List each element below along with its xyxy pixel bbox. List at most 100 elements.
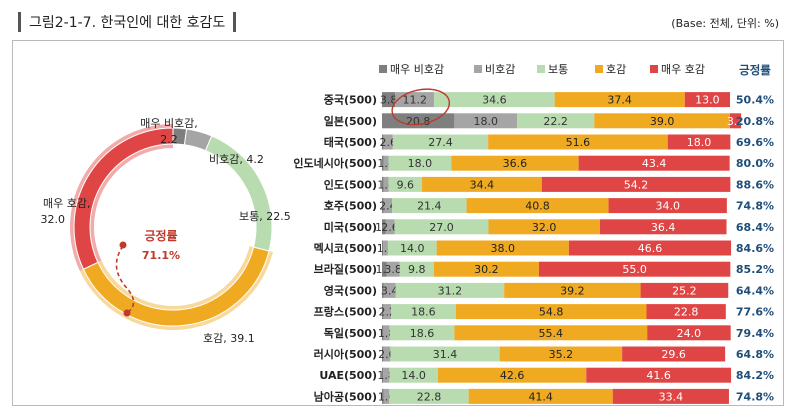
bar-segment [385, 219, 395, 235]
bar-data-label: 2.6 [381, 221, 399, 234]
bar-segment [468, 388, 613, 404]
bar-data-label: 22.8 [417, 390, 442, 403]
bar-data-label: 36.4 [651, 221, 676, 234]
bar-segment [383, 198, 393, 214]
pie-highlight-4 [69, 124, 173, 271]
bar-data-label: 41.4 [528, 390, 553, 403]
pie-slice-value: 2.2 [160, 133, 178, 146]
bar-data-label: 43.4 [642, 157, 667, 170]
bar-segment [488, 219, 600, 235]
legend-swatch [474, 65, 482, 73]
bar-data-label: 24.0 [677, 327, 702, 340]
category-label: 미국(500) [324, 220, 377, 234]
bar-segment [594, 113, 730, 129]
bar-data-label: 2.6 [380, 136, 398, 149]
positive-rate-value: 74.8% [736, 200, 774, 213]
bar-data-label: 54.2 [624, 178, 649, 191]
bar-segment [383, 367, 390, 383]
bar-segment [422, 176, 542, 192]
bar-segment [382, 261, 387, 277]
bar-segment [554, 92, 685, 108]
category-label: 러시아(500) [314, 347, 377, 361]
bar-data-label: 29.6 [661, 348, 686, 361]
bar-segment [382, 240, 384, 256]
positive-rate-header: 긍정률 [739, 63, 771, 77]
pie-center-value: 71.1% [142, 249, 180, 262]
bar-segment [382, 325, 384, 341]
bar-segment [383, 346, 391, 362]
bar-segment [382, 367, 384, 383]
legend-swatch [379, 65, 387, 73]
bar-segment [433, 261, 539, 277]
bar-data-label: 3.4 [381, 284, 399, 297]
bar-data-label: 34.0 [655, 200, 680, 213]
bar-data-label: 25.2 [672, 284, 697, 297]
bar-segment [390, 346, 500, 362]
pie-slice-label: 매우 호감, [43, 197, 90, 210]
bar-data-label: 3.8 [380, 94, 398, 107]
bar-data-label: 13.0 [695, 94, 720, 107]
legend-label: 매우 비호감 [390, 63, 444, 76]
pie-slice-label: 호감, 39.1 [203, 332, 255, 345]
category-label: 프랑스(500) [314, 306, 377, 319]
chart-svg: 매우 비호감, 2.2 비호감, 4.2 보통, 22.5 호감, 39.1 매우 호감,… [41, 63, 774, 404]
bar-segment [382, 92, 396, 108]
chart-frame: 매우 비호감, 2.2 비호감, 4.2 보통, 22.5 호감, 39.1 매우 호감,… [12, 40, 784, 406]
bar-segment [454, 113, 518, 129]
bar-data-label: 41.6 [646, 369, 671, 382]
bar-segment [382, 219, 386, 235]
bar-segment [399, 261, 434, 277]
legend-label: 보통 [548, 63, 568, 76]
bar-segment [383, 240, 388, 256]
category-label: 태국(500) [324, 135, 377, 149]
bar-segment [383, 176, 389, 192]
bar-segment [730, 113, 742, 129]
bar-data-label: 27.0 [429, 221, 454, 234]
bar-segment [383, 155, 389, 171]
bar-segment [499, 346, 623, 362]
category-label: 호주(500) [324, 199, 377, 213]
positive-rate-value: 68.4% [736, 221, 774, 234]
pie-annotation-line [115, 245, 135, 314]
bar-segment [434, 92, 555, 108]
bar-data-label: 55.4 [539, 327, 564, 340]
positive-rate-value: 64.4% [736, 284, 774, 297]
bar-segment [383, 282, 396, 298]
legend-swatch [537, 65, 545, 73]
legend-label: 비호감 [485, 63, 515, 76]
bar-segment [382, 113, 455, 129]
bar-segment [436, 240, 569, 256]
bar-data-label: 3.8 [384, 263, 402, 276]
positive-rate-value: 79.4% [736, 327, 774, 340]
title-bar-right [233, 12, 237, 32]
pie-slice [73, 127, 174, 270]
bar-segment [517, 113, 595, 129]
positive-rate-value: 88.6% [736, 178, 774, 191]
bar-segment [684, 92, 730, 108]
legend-swatch [650, 65, 658, 73]
bar-segment [568, 240, 732, 256]
bar-segment [383, 388, 390, 404]
bar-segment [382, 282, 384, 298]
bar-segment [383, 325, 390, 341]
bar-segment [388, 155, 452, 171]
positive-rate-value: 20.8% [736, 115, 774, 128]
category-label: UAE(500) [319, 369, 377, 382]
category-label: 독일(500) [324, 326, 377, 340]
bar-segment [382, 134, 384, 150]
bar-data-label: 18.0 [687, 136, 712, 149]
bar-data-label: 35.2 [549, 348, 574, 361]
pie-slice-label: 비호감, 4.2 [209, 153, 264, 166]
bar-data-label: 32.0 [532, 221, 557, 234]
bar-data-label: 31.4 [433, 348, 458, 361]
bar-segment [394, 219, 489, 235]
positive-rate-value: 85.2% [736, 263, 774, 276]
bar-data-label: 30.2 [474, 263, 499, 276]
bar-data-label: 34.4 [470, 178, 495, 191]
bar-data-label: 36.6 [503, 157, 528, 170]
bar-segment [586, 367, 732, 383]
pie-slice-label: 매우 비호감, [140, 117, 198, 130]
category-label: 인도네시아(500) [293, 156, 377, 170]
category-label: 일본(500) [324, 114, 377, 128]
pie-slice-label: 보통, 22.5 [239, 210, 291, 223]
